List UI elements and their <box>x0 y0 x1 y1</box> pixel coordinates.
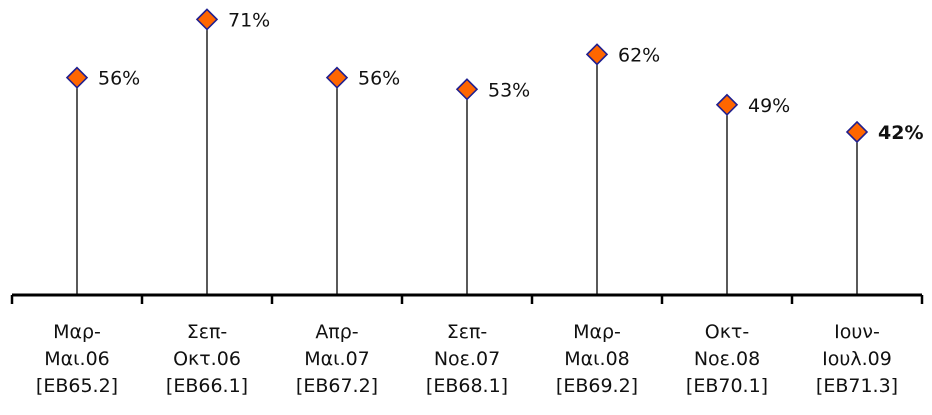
data-label: 49% <box>748 95 790 117</box>
x-tick-label: Μαρ-Μαι.08 [EB69.2] <box>556 321 638 397</box>
value-labels-group: 56% 71% 56% 53% 62% 49% 42% <box>98 9 923 144</box>
diamond-marker <box>325 66 349 89</box>
x-tick-label: Σεπ-Νοε.07 [EB68.1] <box>426 321 508 397</box>
data-label: 56% <box>98 68 140 90</box>
x-tick-label: Μαρ-Μαι.06 [EB65.2] <box>36 321 118 397</box>
x-tick-label: Απρ-Μαι.07 [EB67.2] <box>296 321 378 397</box>
data-label: 53% <box>488 79 530 101</box>
diamond-marker <box>65 66 89 89</box>
diamond-marker <box>455 78 479 101</box>
tick-labels-group: Μαρ-Μαι.06 [EB65.2] Σεπ-Οκτ.06 [EB66.1] Απρ-… <box>36 321 898 397</box>
x-tick-label: Ιουν-Ιουλ.09 [EB71.3] <box>816 321 898 397</box>
x-axis <box>10 293 924 304</box>
data-label: 56% <box>358 68 400 90</box>
x-tick-label: Οκτ-Νοε.08 [EB70.1] <box>686 321 768 397</box>
stems-group <box>76 19 858 295</box>
data-label: 42% <box>878 122 923 144</box>
data-label: 62% <box>618 44 660 66</box>
diamond-marker <box>715 93 739 116</box>
data-label: 71% <box>228 9 270 31</box>
diamond-marker <box>195 8 219 31</box>
diamond-marker <box>845 120 869 144</box>
markers-group <box>65 8 869 144</box>
x-tick-label: Σεπ-Οκτ.06 [EB66.1] <box>166 321 248 397</box>
diamond-marker <box>585 43 609 66</box>
